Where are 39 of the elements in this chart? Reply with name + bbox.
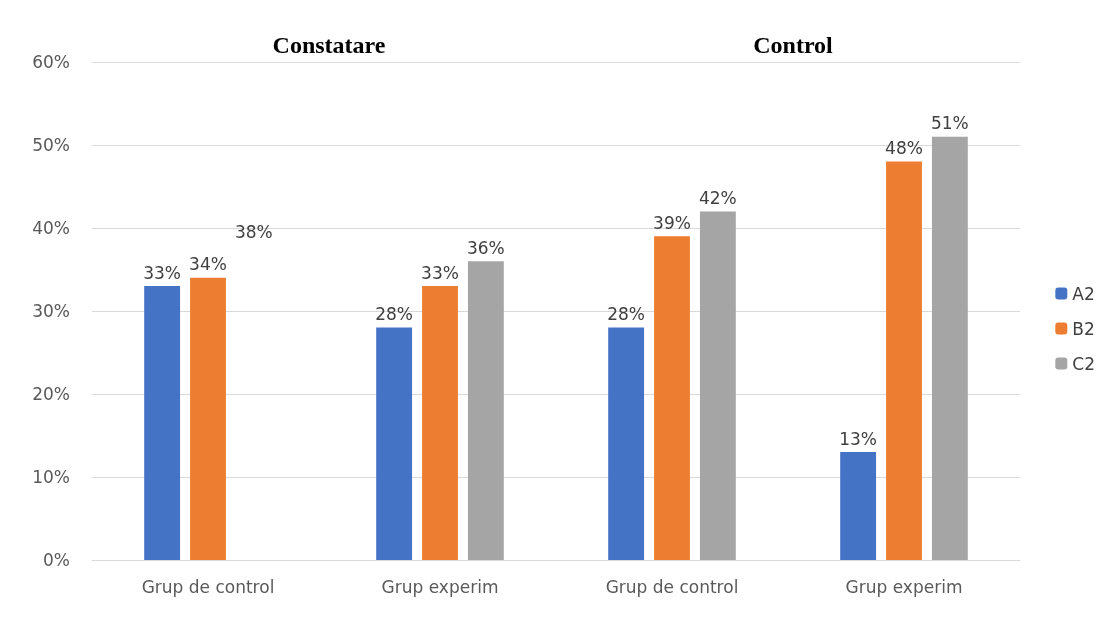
y-tick-label: 40% bbox=[32, 218, 70, 238]
data-label: 42% bbox=[698, 187, 737, 208]
x-tick-label: Grup de control bbox=[605, 576, 739, 597]
bar bbox=[190, 277, 226, 560]
bar bbox=[422, 286, 458, 560]
y-tick-label: 20% bbox=[32, 384, 70, 404]
bar bbox=[654, 236, 690, 560]
bar bbox=[467, 261, 504, 560]
bar bbox=[840, 452, 877, 560]
bar bbox=[376, 327, 413, 560]
bar bbox=[931, 136, 968, 560]
data-label: 33% bbox=[421, 262, 459, 283]
data-label: 28% bbox=[607, 304, 646, 325]
annotation: 38% bbox=[234, 221, 273, 242]
legend-label: C2 bbox=[1072, 353, 1095, 374]
bar bbox=[144, 286, 181, 560]
x-tick-label: Grup experim bbox=[381, 576, 499, 597]
text: Constatare bbox=[272, 32, 386, 58]
data-label: 48% bbox=[885, 138, 923, 159]
bar bbox=[886, 161, 922, 560]
data-label: 13% bbox=[839, 428, 878, 449]
x-tick-label: Grup experim bbox=[845, 576, 963, 597]
data-label: 34% bbox=[189, 254, 227, 275]
data-label: 28% bbox=[375, 304, 414, 325]
y-tick-label: 30% bbox=[32, 301, 70, 321]
x-tick-label: Grup de control bbox=[141, 576, 275, 597]
data-label: 39% bbox=[653, 212, 691, 233]
bar bbox=[699, 211, 736, 560]
text: Control bbox=[753, 32, 834, 58]
y-tick-label: 60% bbox=[32, 52, 70, 72]
legend-label: A2 bbox=[1072, 283, 1095, 304]
y-tick-label: 0% bbox=[43, 550, 70, 570]
data-label: 36% bbox=[466, 237, 505, 258]
data-label: 51% bbox=[930, 113, 969, 134]
bar bbox=[608, 327, 645, 560]
y-tick-label: 50% bbox=[32, 135, 70, 155]
y-tick-label: 10% bbox=[32, 467, 70, 487]
legend-label: B2 bbox=[1072, 318, 1095, 339]
data-label: 33% bbox=[143, 262, 182, 283]
